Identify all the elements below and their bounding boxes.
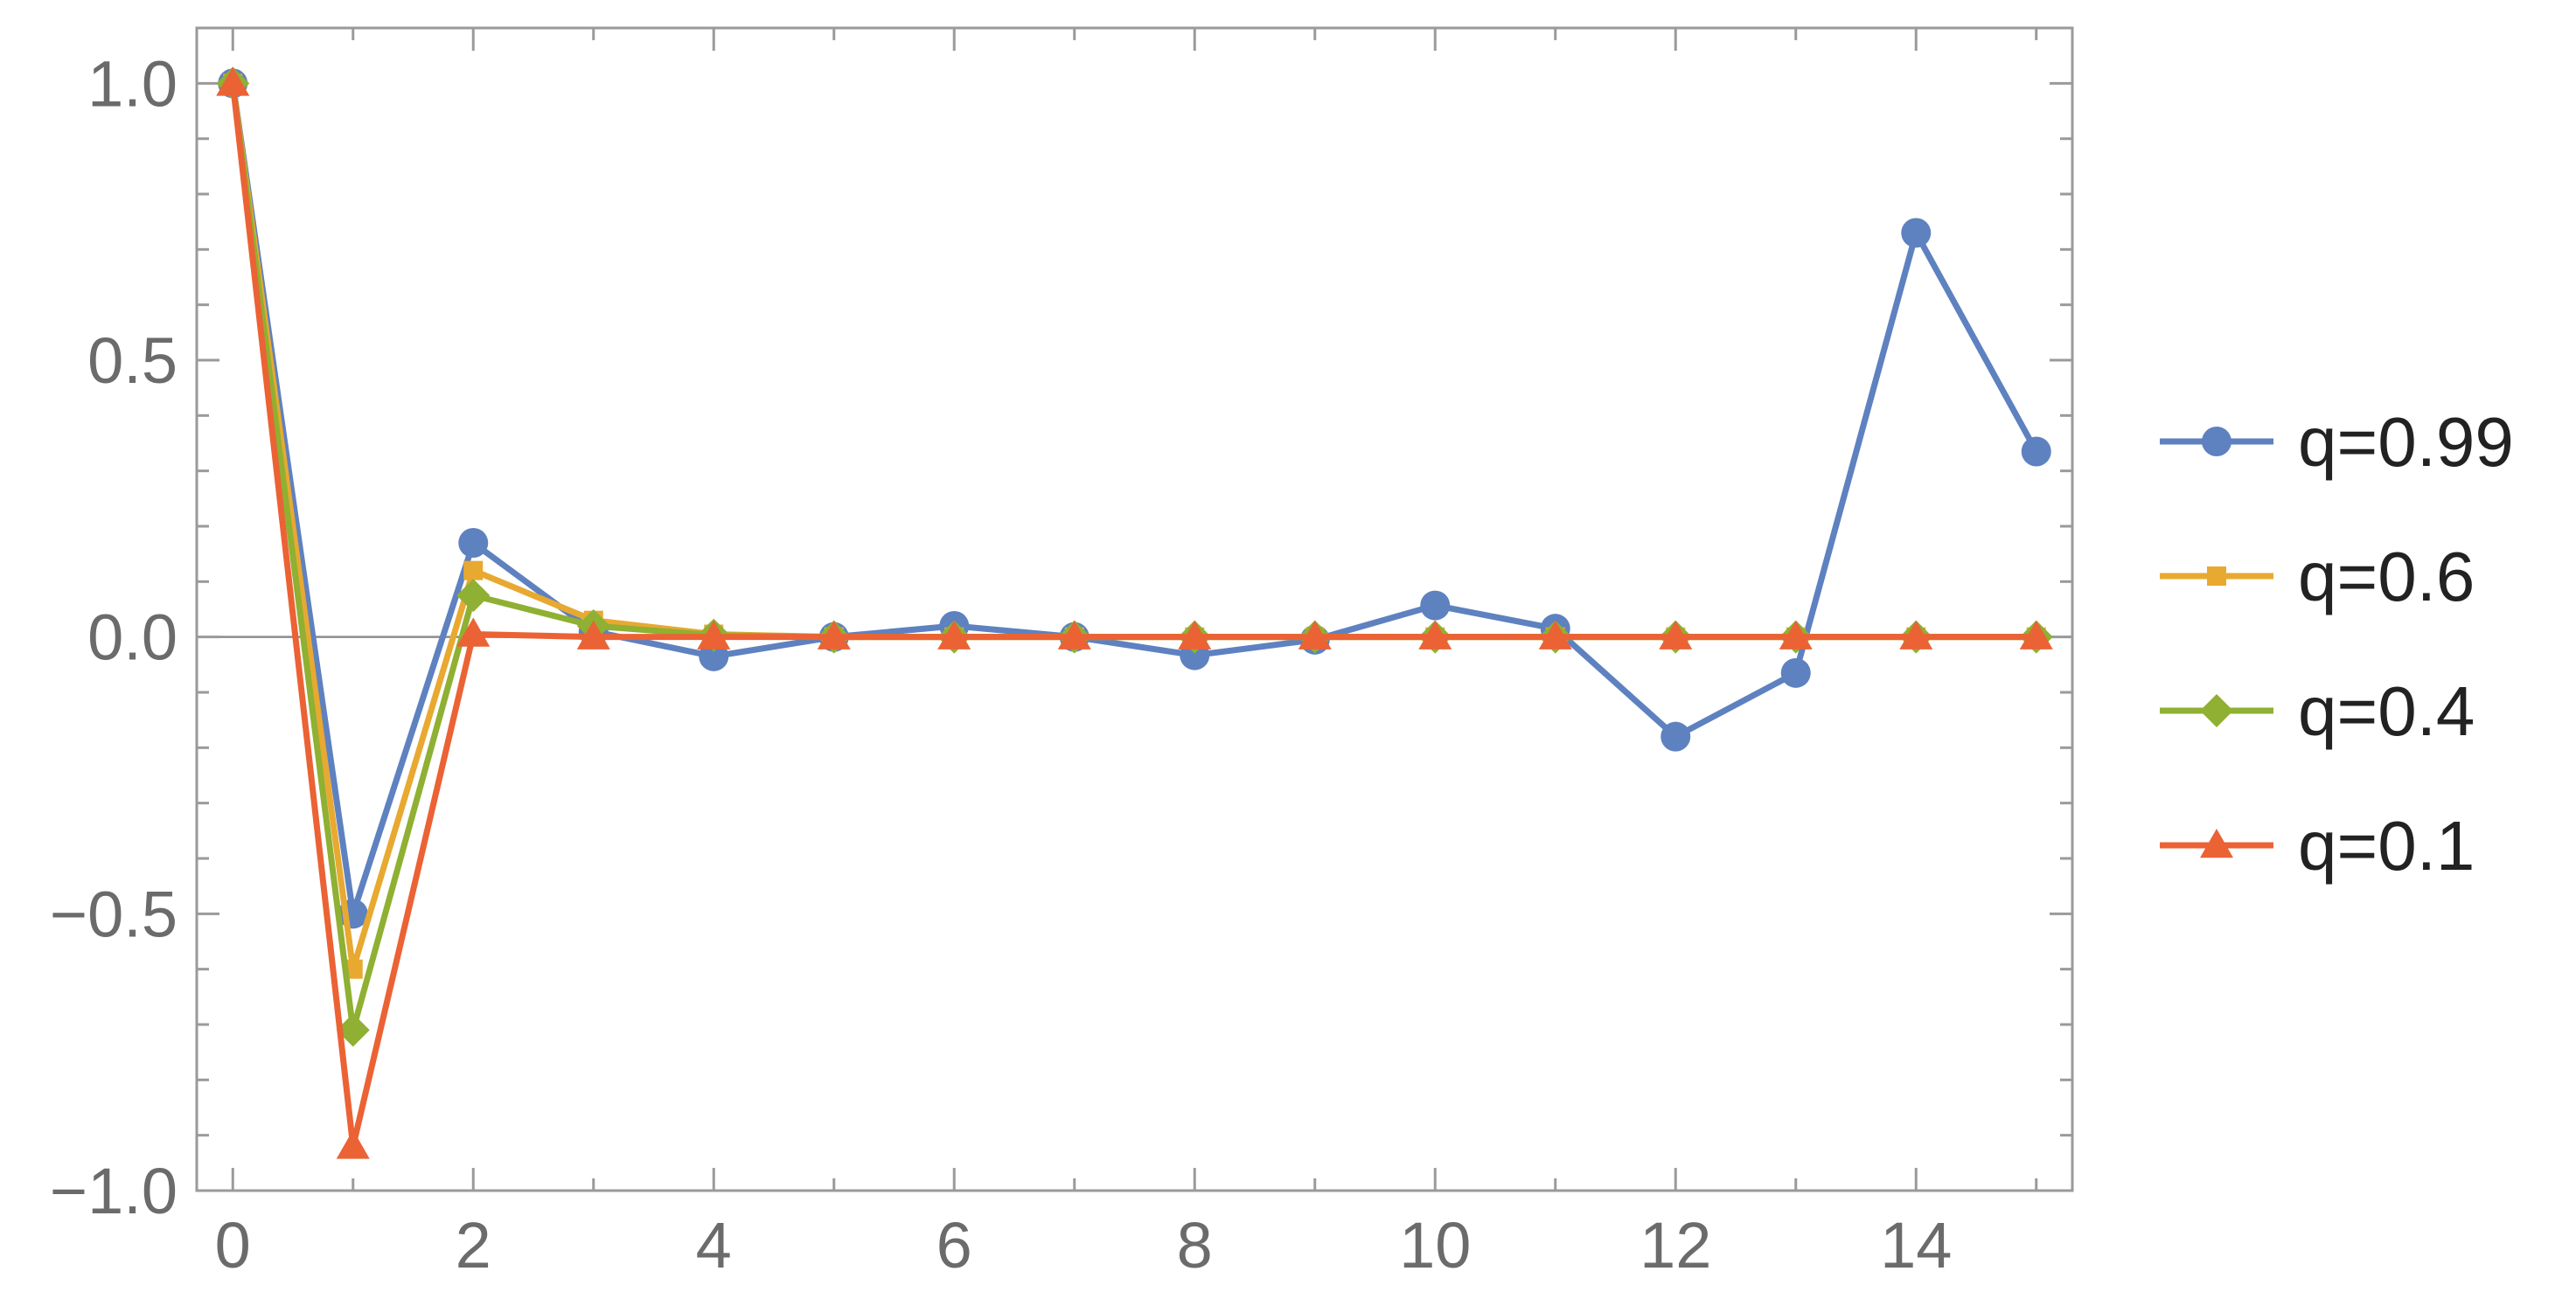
- data-point: [336, 1129, 370, 1159]
- data-point: [456, 579, 491, 613]
- data-point: [1780, 657, 1811, 688]
- data-point: [336, 1013, 370, 1047]
- data-point: [1779, 620, 1813, 650]
- series-line: [229, 82, 2036, 1033]
- data-point: [697, 620, 731, 650]
- series-q=0.99: [218, 68, 2051, 929]
- data-point: [1659, 620, 1693, 650]
- series-line: [229, 82, 2036, 973]
- legend-swatch-marker: [2202, 427, 2231, 456]
- x-tick-label: 10: [1399, 1209, 1471, 1282]
- series-layer: [216, 66, 2053, 1159]
- data-point: [1178, 620, 1212, 650]
- legend-label: q=0.6: [2298, 538, 2475, 615]
- x-tick-label: 2: [456, 1209, 491, 1282]
- series-q=0.1: [216, 66, 2053, 1159]
- legend-item: q=0.99: [2160, 403, 2514, 481]
- data-point: [817, 620, 851, 650]
- data-point: [456, 617, 491, 647]
- y-tick-label: 0.5: [87, 324, 178, 397]
- data-point: [1298, 620, 1332, 650]
- x-tick-label: 0: [215, 1209, 251, 1282]
- legend-item: q=0.1: [2160, 807, 2475, 885]
- legend-swatch-marker: [2207, 566, 2226, 586]
- plot-frame: [195, 26, 2074, 1192]
- x-tick-label: 12: [1640, 1209, 1711, 1282]
- x-tick-label: 14: [1880, 1209, 1952, 1282]
- data-point: [1420, 590, 1451, 621]
- legend-item: q=0.6: [2160, 538, 2475, 615]
- data-point: [937, 620, 971, 650]
- legend: q=0.99 q=0.6 q=0.4 q=0.1: [2160, 403, 2514, 885]
- legend-item: q=0.4: [2160, 672, 2475, 750]
- legend-label: q=0.4: [2298, 672, 2475, 750]
- data-point: [216, 66, 250, 96]
- y-tick-label: 0.0: [87, 601, 178, 674]
- data-point: [1901, 218, 1932, 248]
- x-tick-label: 8: [1177, 1209, 1213, 1282]
- legend-label: q=0.1: [2298, 807, 2475, 885]
- data-point: [576, 620, 610, 650]
- legend-label: q=0.99: [2298, 403, 2514, 481]
- legend-swatch-marker: [2200, 829, 2233, 858]
- x-tick-label: 4: [696, 1209, 732, 1282]
- data-point: [1057, 620, 1091, 650]
- legend-swatch-marker: [2200, 694, 2233, 727]
- data-point: [1418, 620, 1452, 650]
- series-line: [229, 82, 2036, 1150]
- axis-ticks: [197, 26, 2072, 1192]
- data-point: [2019, 620, 2053, 650]
- data-point: [2021, 436, 2051, 467]
- y-tick-label: −1.0: [50, 1155, 178, 1227]
- y-tick-label: 1.0: [87, 47, 178, 120]
- data-point: [1660, 721, 1691, 752]
- x-tick-label: 6: [936, 1209, 972, 1282]
- data-point: [463, 560, 484, 580]
- axis-tick-labels: 0 2 4 6 8 10 12 14 1.0 0.5 0.0 −0.5 −1.0: [50, 47, 1953, 1282]
- data-point: [1899, 620, 1933, 650]
- y-tick-label: −0.5: [50, 878, 178, 950]
- data-point: [1538, 620, 1572, 650]
- series-q=0.6: [223, 73, 2046, 979]
- series-line: [229, 82, 2039, 917]
- data-point: [458, 528, 489, 558]
